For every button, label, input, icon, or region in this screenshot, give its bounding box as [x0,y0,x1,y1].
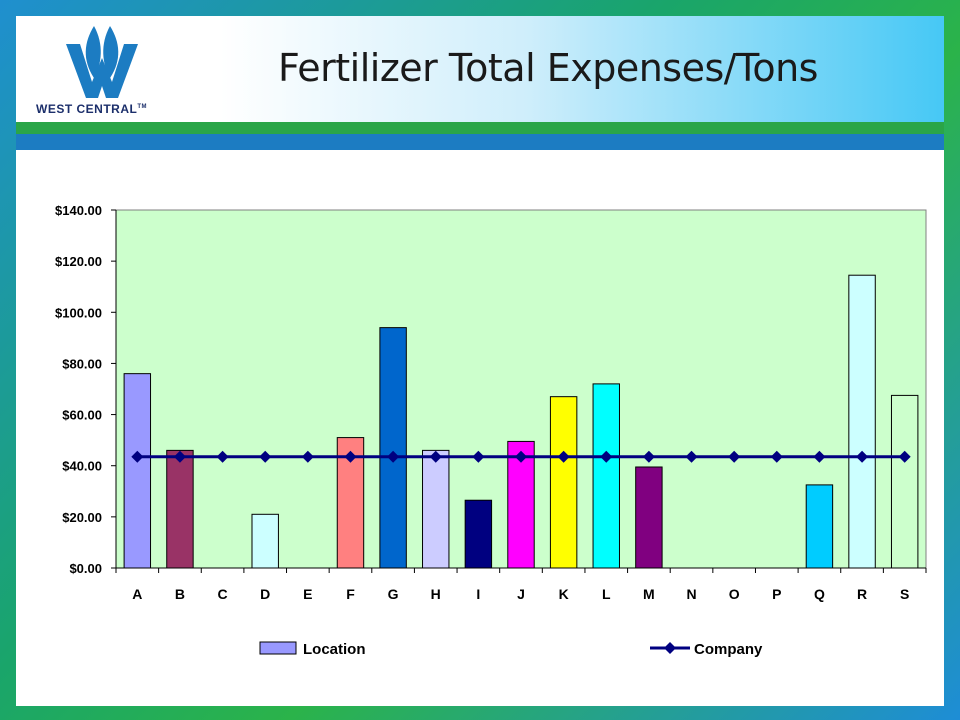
company-point-C [216,450,229,463]
company-point-H [429,450,442,463]
x-tick-label: C [218,586,228,602]
legend-label-location: Location [303,641,366,658]
company-point-E [301,450,314,463]
x-tick-label: I [476,586,480,602]
company-point-Q [813,450,826,463]
x-tick-label: B [175,586,185,602]
legend-label-company: Company [694,641,763,658]
x-tick-label: Q [814,586,825,602]
x-tick-label: K [559,586,569,602]
y-tick-label: $140.00 [55,203,102,218]
company-point-R [856,450,869,463]
company-point-K [557,450,570,463]
bar-L [592,383,620,569]
bar-I [464,499,493,569]
bar-Q [805,484,834,569]
y-tick-label: $120.00 [55,254,102,269]
bar-K [549,396,578,569]
company-point-N [685,450,698,463]
bar-D [251,513,279,569]
x-tick-label: L [602,586,611,602]
company-point-F [344,450,357,463]
x-tick-label: G [388,586,399,602]
x-tick-label: O [729,586,740,602]
x-tick-label: D [260,586,270,602]
y-tick-label: $60.00 [62,408,102,423]
y-tick-label: $100.00 [55,305,102,320]
x-tick-label: E [303,586,312,602]
y-tick-label: $40.00 [62,459,102,474]
bar-A [123,373,152,569]
company-point-P [770,450,783,463]
logo-mark-icon [66,26,138,98]
bar-R [848,274,876,569]
bar-M [635,466,663,569]
company-point-B [173,450,186,463]
bar-S [890,394,919,569]
header-band-blue [16,134,944,150]
x-tick-label: R [857,586,867,602]
company-point-J [515,450,527,463]
x-tick-label: M [643,586,655,602]
y-tick-label: $80.00 [62,356,102,371]
company-point-I [472,450,485,463]
company-point-G [387,450,400,463]
x-tick-label: F [346,586,355,602]
west-central-logo: WEST CENTRALTM [32,22,192,118]
header-band-green [16,122,944,134]
x-tick-label: S [900,586,909,602]
company-point-S [898,450,911,463]
x-tick-label: A [132,586,142,602]
bar-B [166,449,194,569]
company-point-O [728,450,741,463]
y-tick-label: $0.00 [69,561,102,576]
x-tick-label: P [772,586,781,602]
x-tick-label: H [431,586,441,602]
x-tick-label: J [517,586,525,602]
company-point-A [131,450,144,463]
bar-H [422,449,450,569]
y-tick-label: $20.00 [62,510,102,525]
slide-header: WEST CENTRALTM Fertilizer Total Expenses… [16,16,944,122]
logo-wordmark: WEST CENTRALTM [36,102,147,116]
company-point-L [600,450,613,463]
bar-G [379,327,407,569]
x-tick-label: N [686,586,696,602]
company-point-M [642,450,655,463]
legend-swatch-location [259,641,297,655]
company-point-D [259,450,272,463]
legend-marker-company [664,642,676,654]
slide-title: Fertilizer Total Expenses/Tons [278,46,818,90]
